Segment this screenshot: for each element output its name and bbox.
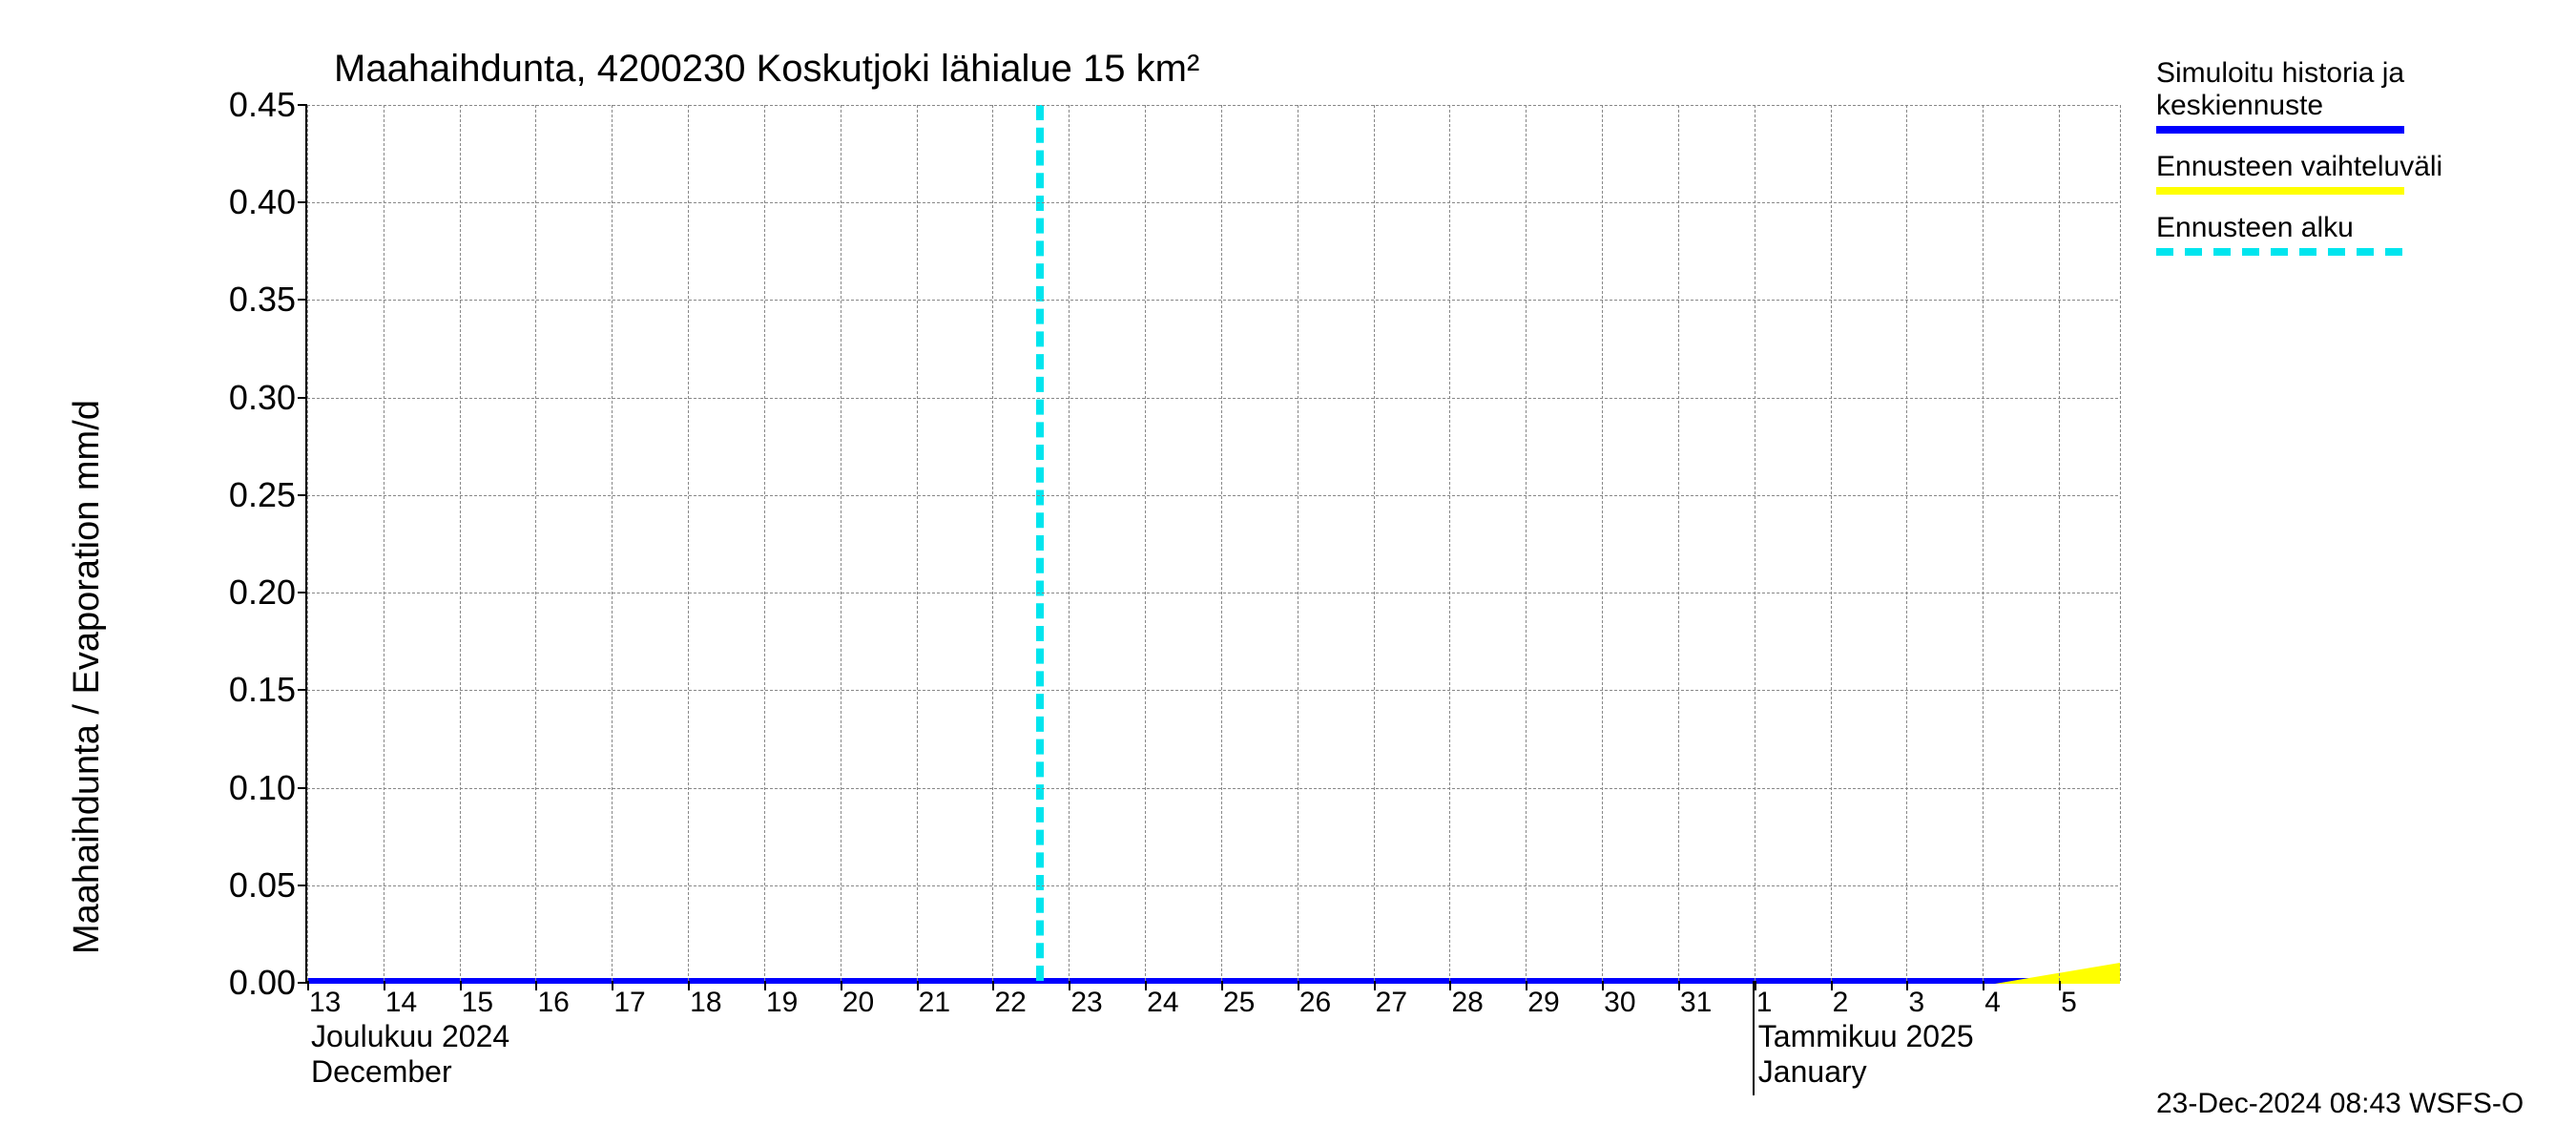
grid-line-horizontal — [307, 885, 2118, 886]
grid-line-horizontal — [307, 202, 2118, 203]
y-tick-label: 0.00 — [229, 963, 307, 1003]
grid-line-vertical — [1145, 105, 1146, 981]
grid-line-vertical — [688, 105, 689, 981]
grid-line-vertical — [2120, 105, 2121, 981]
grid-line-vertical — [1221, 105, 1222, 981]
x-tick-label: 21 — [919, 981, 950, 1019]
grid-line-vertical — [764, 105, 765, 981]
x-tick-label: 23 — [1070, 981, 1102, 1019]
grid-line-vertical — [1678, 105, 1679, 981]
grid-line-vertical — [1983, 105, 1984, 981]
x-tick-label: 13 — [309, 981, 341, 1019]
grid-line-horizontal — [307, 690, 2118, 691]
grid-line-vertical — [307, 105, 308, 981]
x-tick-label: 27 — [1376, 981, 1407, 1019]
x-tick-label: 26 — [1299, 981, 1331, 1019]
plot-area: 0.000.050.100.150.200.250.300.350.400.45… — [305, 105, 2118, 983]
y-tick-label: 0.35 — [229, 280, 307, 320]
grid-line-vertical — [1831, 105, 1832, 981]
y-tick-label: 0.05 — [229, 865, 307, 906]
x-tick-label: 3 — [1908, 981, 1924, 1019]
grid-line-horizontal — [307, 398, 2118, 399]
x-tick-label: 20 — [842, 981, 874, 1019]
grid-line-vertical — [1526, 105, 1527, 981]
y-tick-label: 0.25 — [229, 475, 307, 515]
x-tick-label: 22 — [994, 981, 1026, 1019]
month-group-label: Joulukuu 2024December — [311, 1019, 509, 1090]
legend: Simuloitu historia jakeskiennuste Ennuste… — [2156, 57, 2442, 273]
y-tick-label: 0.10 — [229, 768, 307, 808]
y-tick-label: 0.15 — [229, 670, 307, 710]
timestamp-label: 23-Dec-2024 08:43 WSFS-O — [2156, 1088, 2524, 1120]
x-tick-label: 29 — [1527, 981, 1559, 1019]
legend-item: Simuloitu historia jakeskiennuste — [2156, 57, 2442, 134]
y-tick-label: 0.40 — [229, 182, 307, 222]
grid-line-horizontal — [307, 300, 2118, 301]
grid-line-vertical — [917, 105, 918, 981]
grid-line-vertical — [992, 105, 993, 981]
grid-line-vertical — [535, 105, 536, 981]
chart-title: Maahaihdunta, 4200230 Koskutjoki lähialu… — [334, 48, 1199, 91]
y-tick-label: 0.45 — [229, 85, 307, 125]
grid-line-horizontal — [307, 105, 2118, 106]
x-tick-label: 4 — [1984, 981, 2001, 1019]
grid-line-vertical — [1602, 105, 1603, 981]
x-tick-label: 28 — [1451, 981, 1483, 1019]
month-group-label: Tammikuu 2025January — [1758, 1019, 1974, 1090]
legend-swatch — [2156, 126, 2404, 134]
x-tick-label: 14 — [385, 981, 417, 1019]
x-tick-label: 19 — [766, 981, 798, 1019]
legend-swatch — [2156, 187, 2404, 195]
legend-item: Ennusteen vaihteluväli — [2156, 151, 2442, 195]
x-tick-label: 17 — [613, 981, 645, 1019]
x-tick-label: 16 — [537, 981, 569, 1019]
chart-container: Maahaihdunta, 4200230 Koskutjoki lähialu… — [0, 0, 2576, 1145]
legend-item: Ennusteen alku — [2156, 212, 2442, 256]
x-tick-label: 24 — [1147, 981, 1178, 1019]
y-tick-label: 0.30 — [229, 378, 307, 418]
x-tick-label: 18 — [690, 981, 721, 1019]
grid-line-vertical — [1449, 105, 1450, 981]
x-tick-label: 15 — [462, 981, 493, 1019]
grid-line-vertical — [1069, 105, 1070, 981]
forecast-start-line — [1036, 105, 1044, 981]
x-tick-label: 25 — [1223, 981, 1255, 1019]
grid-line-vertical — [1906, 105, 1907, 981]
y-axis-label: Maahaihdunta / Evaporation mm/d — [67, 400, 108, 954]
month-divider — [1753, 981, 1755, 1095]
x-tick-label: 5 — [2061, 981, 2077, 1019]
grid-line-vertical — [1374, 105, 1375, 981]
y-tick-label: 0.20 — [229, 572, 307, 613]
legend-swatch — [2156, 248, 2404, 256]
x-tick-label: 31 — [1680, 981, 1712, 1019]
x-tick-label: 1 — [1756, 981, 1773, 1019]
grid-line-vertical — [460, 105, 461, 981]
grid-line-vertical — [2059, 105, 2060, 981]
x-tick-label: 2 — [1833, 981, 1849, 1019]
grid-line-horizontal — [307, 495, 2118, 496]
x-tick-label: 30 — [1604, 981, 1635, 1019]
grid-line-horizontal — [307, 788, 2118, 789]
forecast-range-tail — [1993, 963, 2120, 984]
grid-line-vertical — [612, 105, 613, 981]
